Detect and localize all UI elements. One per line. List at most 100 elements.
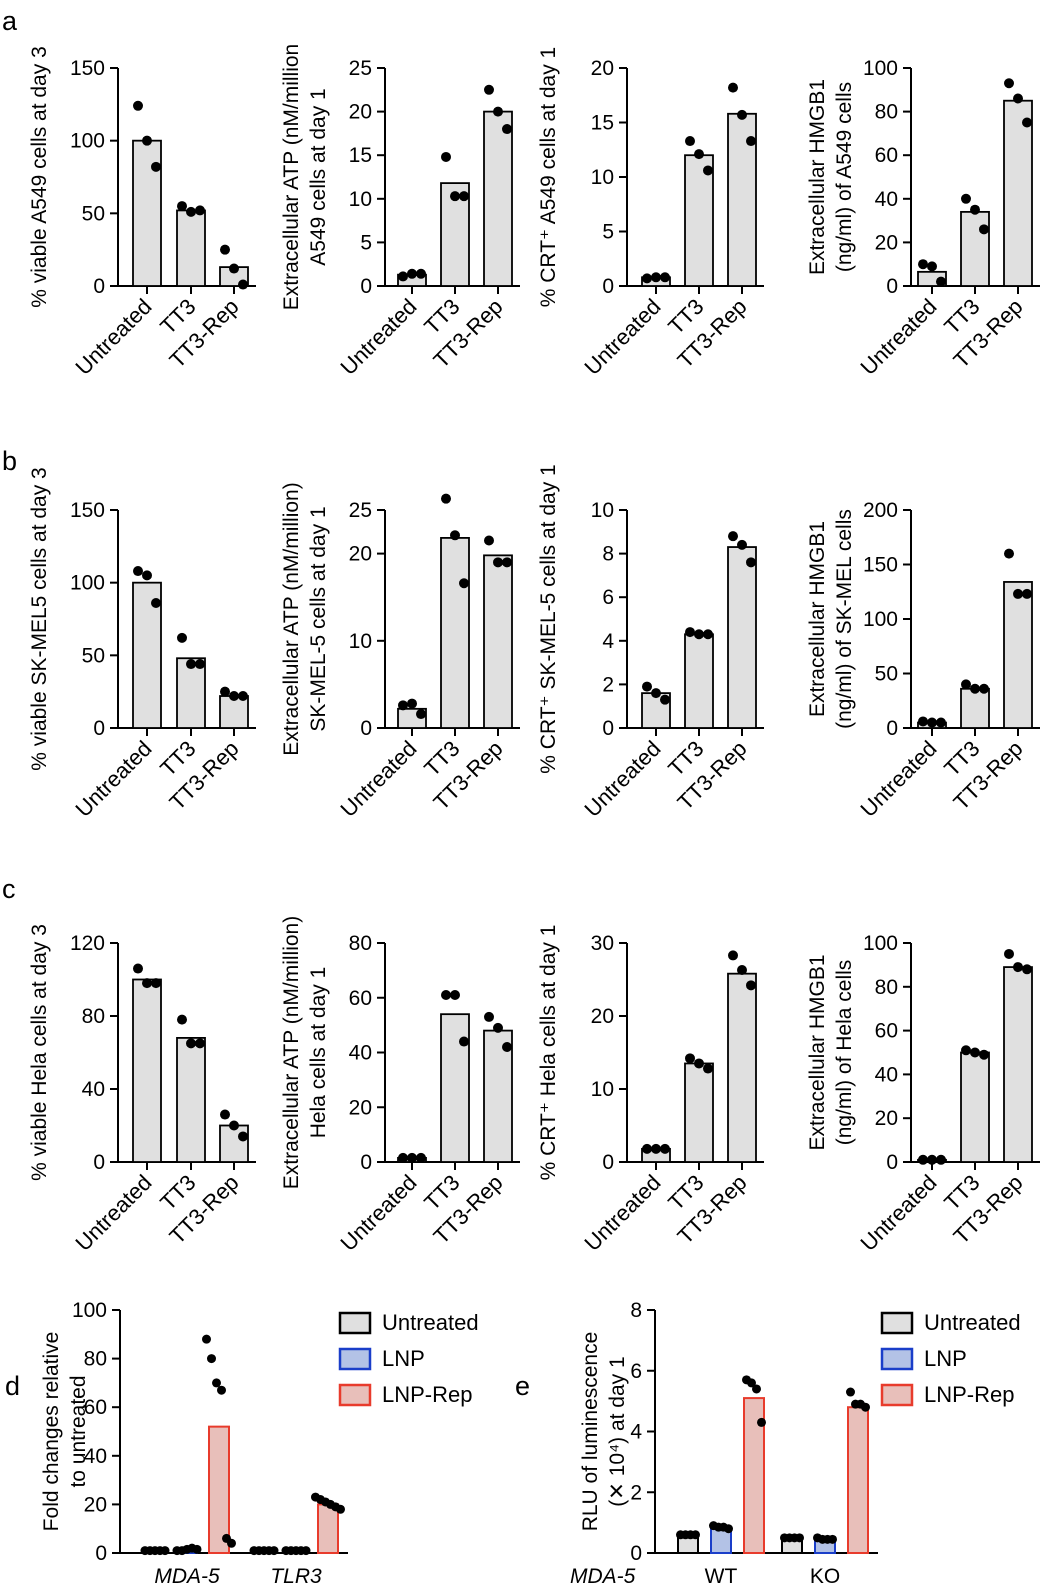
y-tick-label: 2: [602, 673, 614, 696]
data-point: [160, 1546, 170, 1556]
legend-swatch-untreated: [880, 1311, 914, 1335]
bar-tt3: [960, 210, 990, 287]
data-point: [685, 1053, 695, 1064]
y-tick-label: 80: [349, 932, 372, 955]
data-point: [861, 1402, 870, 1412]
y-tick-label: 150: [70, 499, 105, 522]
y-tick-label: 0: [360, 717, 372, 740]
y-tick-label: 20: [591, 57, 614, 80]
data-point: [703, 165, 713, 176]
bar-tt3-rep: [483, 110, 513, 287]
y-tick-label: 0: [95, 1542, 107, 1565]
data-point: [1004, 78, 1014, 89]
y-tick-label: 25: [349, 57, 372, 80]
data-point: [192, 1544, 202, 1554]
bar-tt3: [176, 657, 206, 729]
category-label: Untreated: [71, 294, 157, 380]
bar-lnp-rep: [317, 1503, 339, 1555]
y-tick-label: 100: [863, 57, 898, 80]
data-point: [642, 273, 652, 284]
y-tick-label: 20: [349, 543, 372, 566]
bar-tt3: [176, 209, 206, 287]
y-tick-label: 0: [886, 275, 898, 298]
data-point: [1022, 117, 1032, 128]
data-point: [238, 1131, 248, 1142]
y-tick-label: 10: [591, 499, 614, 522]
y-axis-label: % CRT⁺ SK-MEL-5 cells at day 1: [537, 464, 560, 773]
y-tick-label: 100: [70, 572, 105, 595]
bar-tt3-rep: [483, 554, 513, 729]
data-point: [177, 632, 187, 643]
legend-label: Untreated: [382, 1310, 479, 1335]
data-point: [737, 539, 747, 550]
y-axis-label: (ng/ml) of Hela cells: [833, 960, 856, 1146]
data-point: [151, 978, 161, 989]
y-tick-label: 40: [349, 1042, 372, 1065]
data-point: [459, 191, 469, 202]
data-point: [441, 990, 451, 1001]
category-label: Untreated: [856, 736, 942, 822]
data-point: [651, 688, 661, 699]
chart-8: 050100150200UntreatedTT3TT3-RepExtracell…: [806, 499, 1040, 822]
y-tick-label: 0: [630, 1542, 642, 1565]
group-label: KO: [810, 1565, 840, 1585]
data-point: [970, 1047, 980, 1058]
y-tick-label: 80: [82, 1005, 105, 1028]
data-point: [195, 659, 205, 670]
y-tick-label: 50: [875, 663, 898, 686]
bar-tt3-rep: [1003, 581, 1033, 729]
bar-tt3: [176, 1037, 206, 1163]
data-point: [970, 204, 980, 215]
y-tick-label: 0: [93, 717, 105, 740]
y-axis-label: Extracellular HMGB1: [806, 954, 829, 1150]
category-label: Untreated: [580, 736, 666, 822]
data-point: [961, 679, 971, 690]
data-point: [1013, 93, 1023, 104]
data-point: [450, 191, 460, 202]
data-point: [484, 535, 494, 546]
data-point: [728, 950, 738, 961]
y-tick-label: 100: [70, 130, 105, 153]
data-point: [927, 1154, 937, 1165]
bar-untreated: [132, 581, 162, 729]
y-tick-label: 0: [360, 1151, 372, 1174]
y-tick-label: 5: [602, 221, 614, 244]
y-tick-label: 6: [602, 586, 614, 609]
data-point: [220, 686, 230, 697]
data-point: [407, 268, 417, 279]
y-tick-label: 5: [360, 231, 372, 254]
data-point: [220, 1109, 230, 1120]
data-point: [142, 570, 152, 581]
data-point: [694, 149, 704, 160]
bar-lnp-rep: [208, 1425, 230, 1555]
data-point: [918, 1154, 928, 1165]
y-tick-label: 6: [630, 1360, 642, 1383]
bar-tt3-rep: [219, 1124, 249, 1163]
legend-label: LNP: [924, 1346, 967, 1371]
data-point: [757, 1417, 766, 1427]
bar-tt3: [684, 633, 714, 729]
chart-4: 020406080100UntreatedTT3TT3-RepExtracell…: [806, 57, 1040, 380]
y-axis-label: RLU of luminescence: [579, 1332, 602, 1532]
bar-untreated: [132, 978, 162, 1163]
data-point: [133, 963, 143, 974]
y-tick-label: 8: [602, 543, 614, 566]
data-point: [229, 263, 239, 274]
data-point: [151, 598, 161, 609]
data-point: [1013, 588, 1023, 599]
data-point: [177, 1014, 187, 1025]
y-axis-label: (ng/ml) of A549 cells: [833, 82, 856, 272]
data-point: [133, 100, 143, 111]
bar-tt3: [684, 154, 714, 287]
y-axis-label: Hela cells at day 1: [307, 967, 330, 1139]
y-axis-label: % CRT⁺ A549 cells at day 1: [537, 47, 560, 308]
legend-label: Untreated: [924, 1310, 1021, 1335]
data-point: [961, 193, 971, 204]
data-point: [220, 244, 230, 255]
data-point: [450, 990, 460, 1001]
data-point: [398, 271, 408, 282]
legend-swatch-lnp: [338, 1347, 372, 1371]
